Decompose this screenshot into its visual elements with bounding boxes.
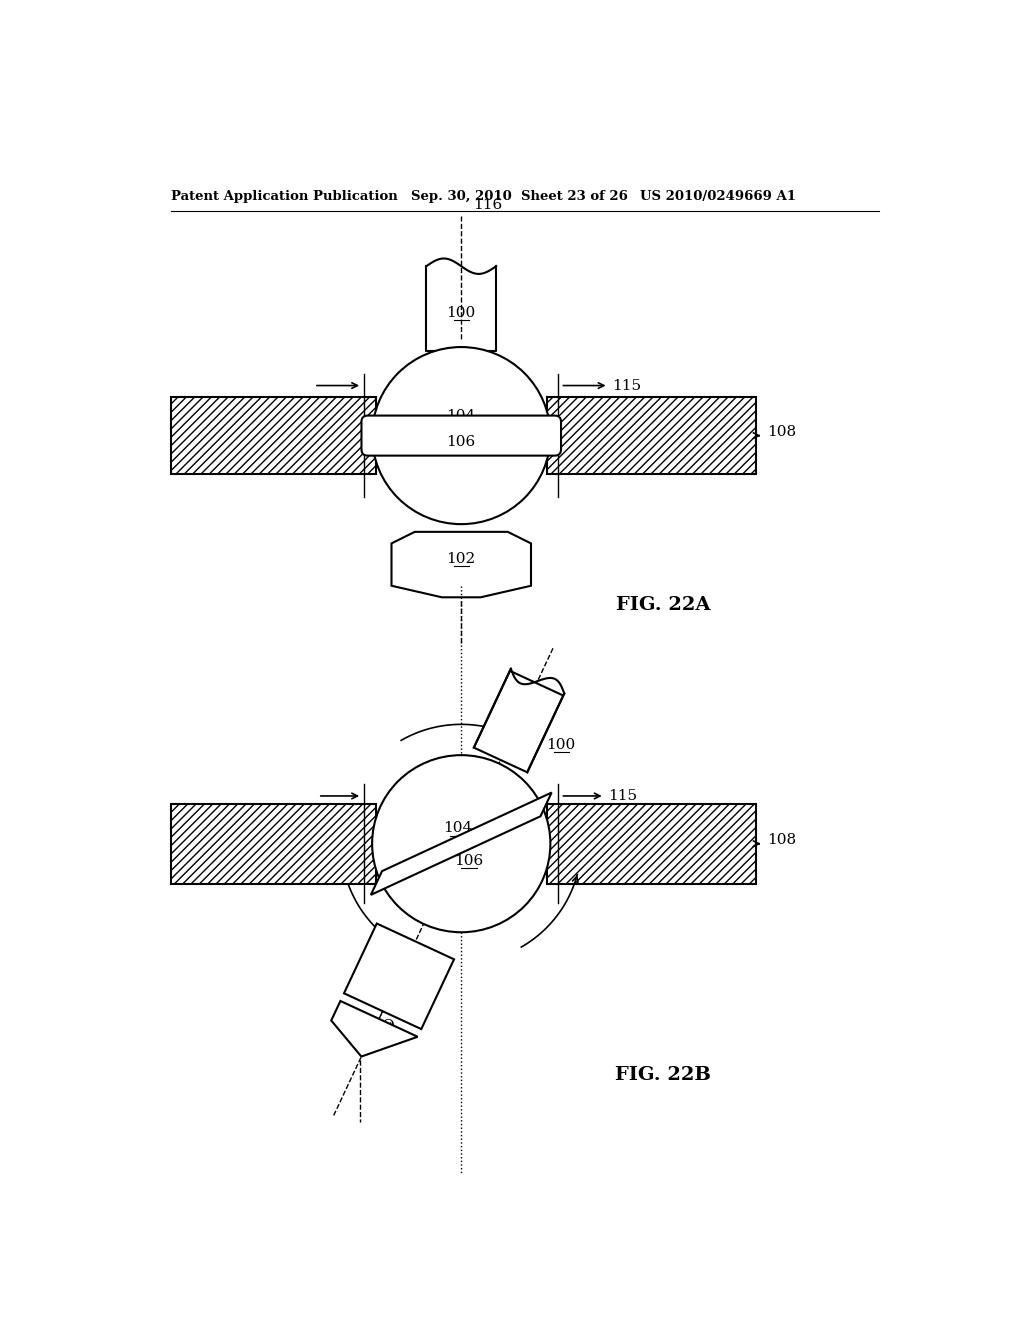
Polygon shape [371, 792, 552, 895]
Text: 104: 104 [446, 409, 476, 424]
Text: FIG. 22B: FIG. 22B [614, 1065, 711, 1084]
Text: 102: 102 [446, 552, 476, 566]
Text: 100: 100 [446, 306, 476, 319]
Text: 104: 104 [442, 821, 472, 836]
Text: 116: 116 [473, 198, 502, 213]
Polygon shape [474, 671, 563, 772]
Text: Sep. 30, 2010  Sheet 23 of 26: Sep. 30, 2010 Sheet 23 of 26 [411, 190, 628, 203]
Polygon shape [547, 397, 756, 474]
Text: US 2010/0249669 A1: US 2010/0249669 A1 [640, 190, 796, 203]
Polygon shape [547, 804, 756, 884]
Text: FIG. 22A: FIG. 22A [615, 597, 710, 614]
Polygon shape [171, 397, 376, 474]
Circle shape [372, 347, 550, 524]
Text: 108: 108 [767, 425, 797, 438]
Text: 100: 100 [547, 738, 575, 751]
FancyBboxPatch shape [361, 416, 561, 455]
Polygon shape [331, 1001, 418, 1056]
Text: 115: 115 [608, 789, 638, 803]
Text: 106: 106 [446, 434, 476, 449]
Text: 108: 108 [767, 833, 797, 847]
Circle shape [372, 755, 550, 932]
Polygon shape [344, 924, 454, 1030]
Polygon shape [171, 804, 376, 884]
Text: 106: 106 [455, 854, 483, 867]
Text: 116 Θ: 116 Θ [348, 1019, 394, 1032]
Text: 115: 115 [612, 379, 641, 392]
Polygon shape [391, 532, 531, 597]
Text: Patent Application Publication: Patent Application Publication [171, 190, 397, 203]
Text: 102: 102 [361, 961, 390, 975]
